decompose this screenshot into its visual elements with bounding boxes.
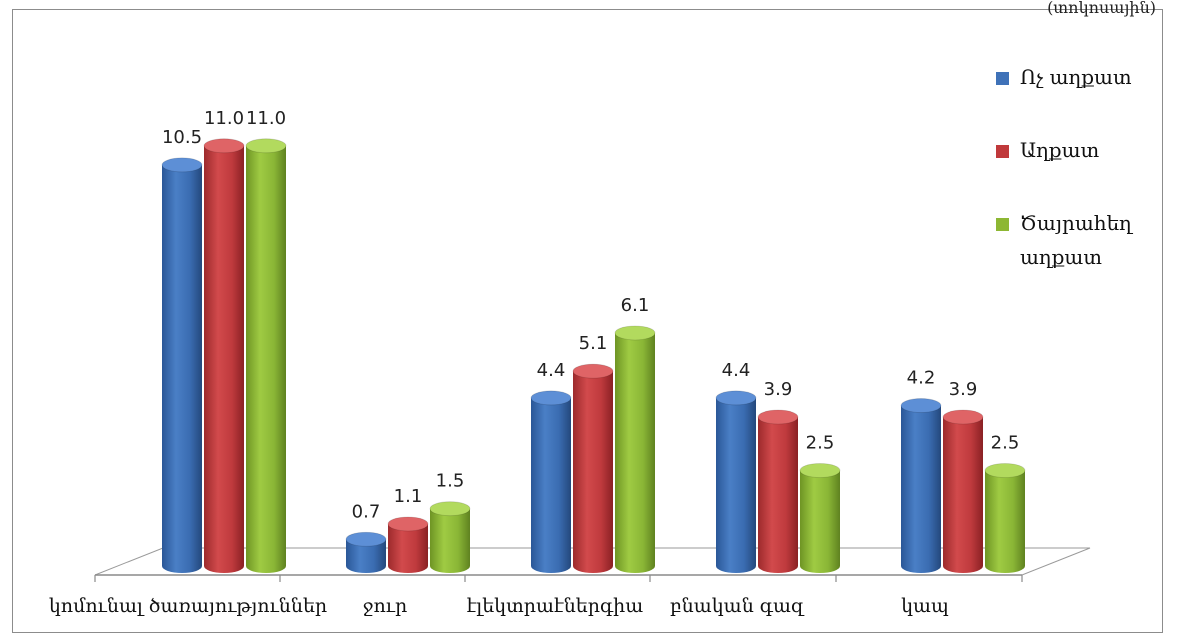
data-label: 1.5 bbox=[436, 471, 465, 492]
bar-body bbox=[531, 397, 571, 573]
data-label: 6.1 bbox=[621, 295, 650, 316]
data-label: 4.2 bbox=[907, 368, 936, 389]
bar-top bbox=[614, 325, 656, 341]
bar-top bbox=[161, 157, 203, 173]
bar bbox=[614, 325, 656, 573]
bar-body bbox=[758, 417, 798, 573]
bar bbox=[530, 390, 572, 573]
bar-body bbox=[162, 164, 202, 573]
legend-item: Ոչ աղքատ bbox=[996, 65, 1132, 89]
bar bbox=[757, 409, 799, 573]
legend-item: Ծայրահեղ աղքատ bbox=[996, 211, 1133, 269]
bar-top bbox=[942, 409, 984, 425]
legend-label: Ոչ աղքատ bbox=[1020, 65, 1132, 89]
bar bbox=[345, 531, 387, 573]
bar-body bbox=[430, 508, 470, 573]
bar-body bbox=[800, 470, 840, 573]
bar-top bbox=[530, 390, 572, 406]
bar-body bbox=[901, 405, 941, 573]
category-label: էլեկտրաէներգիա bbox=[467, 595, 644, 617]
bar-top bbox=[715, 390, 757, 406]
bar-body bbox=[716, 397, 756, 573]
bar-top bbox=[203, 138, 245, 154]
bar-body bbox=[615, 332, 655, 573]
unit-note: (տոկոսային) bbox=[1047, 0, 1156, 17]
bar-body bbox=[388, 523, 428, 573]
bar-body bbox=[204, 145, 244, 574]
bar-top bbox=[984, 463, 1026, 478]
bar-body bbox=[573, 371, 613, 573]
category-label: բնական գազ bbox=[670, 595, 805, 617]
bar-top bbox=[900, 398, 942, 413]
data-label: 11.0 bbox=[246, 108, 286, 129]
legend-label: Ծայրահեղ աղքատ bbox=[1020, 211, 1133, 269]
data-label: 2.5 bbox=[806, 433, 835, 454]
data-label: 10.5 bbox=[162, 127, 202, 148]
bar-top bbox=[429, 501, 471, 517]
bar-body bbox=[346, 539, 386, 573]
data-label: 5.1 bbox=[579, 333, 608, 354]
bar-top bbox=[345, 531, 387, 547]
data-label: 4.4 bbox=[722, 360, 751, 381]
bar bbox=[984, 463, 1026, 573]
data-label: 1.1 bbox=[394, 486, 423, 507]
bar bbox=[429, 501, 471, 573]
bar-body bbox=[246, 145, 286, 574]
category-label: կապ bbox=[901, 595, 949, 617]
bar bbox=[203, 138, 245, 574]
bar bbox=[900, 398, 942, 573]
data-label: 3.9 bbox=[764, 379, 793, 400]
category-label: ջուր bbox=[363, 595, 407, 617]
legend-swatch bbox=[996, 145, 1009, 158]
data-label: 3.9 bbox=[949, 379, 978, 400]
bar-top bbox=[757, 409, 799, 425]
bar-top bbox=[799, 463, 841, 478]
bar bbox=[572, 363, 614, 573]
bar bbox=[387, 516, 429, 573]
bar bbox=[942, 409, 984, 573]
bar bbox=[799, 463, 841, 573]
bar bbox=[161, 157, 203, 573]
bar-top bbox=[245, 138, 287, 154]
bar-body bbox=[943, 417, 983, 573]
legend-swatch bbox=[996, 72, 1009, 85]
bar-body bbox=[985, 470, 1025, 573]
legend-item: Աղքատ bbox=[996, 138, 1100, 162]
bar bbox=[715, 390, 757, 573]
legend-swatch bbox=[996, 218, 1009, 231]
data-label: 0.7 bbox=[352, 501, 381, 522]
data-label: 4.4 bbox=[537, 360, 566, 381]
data-label: 2.5 bbox=[991, 433, 1020, 454]
category-label: կոմունալ ծառայություններ bbox=[49, 595, 327, 617]
legend-label: Աղքատ bbox=[1020, 138, 1100, 162]
bar bbox=[245, 138, 287, 574]
bar-top bbox=[572, 363, 614, 379]
data-label: 11.0 bbox=[204, 108, 244, 129]
bar-top bbox=[387, 516, 429, 532]
